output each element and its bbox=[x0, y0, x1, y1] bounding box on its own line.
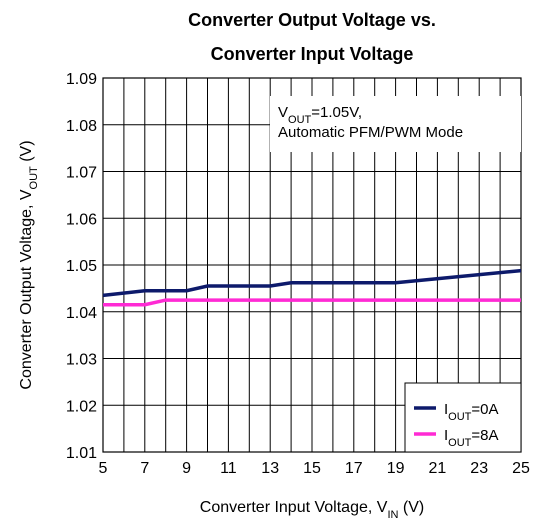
y-axis-label: Converter Output Voltage, VOUT (V) bbox=[18, 140, 40, 389]
chart-title: Converter Output Voltage vs. bbox=[188, 10, 436, 30]
annotation-part: OUT bbox=[288, 114, 312, 126]
legend-label-part: OUT bbox=[448, 437, 472, 449]
y-axis-label-part: Converter Output Voltage, V bbox=[18, 189, 35, 389]
annotation-part: Automatic PFM/PWM Mode bbox=[278, 124, 463, 141]
x-tick-label: 15 bbox=[303, 460, 321, 477]
y-tick-label: 1.03 bbox=[66, 352, 97, 369]
y-tick-label: 1.06 bbox=[66, 211, 97, 228]
legend-label-part: I bbox=[444, 401, 448, 418]
line-series bbox=[103, 298, 521, 307]
x-tick-label: 13 bbox=[261, 460, 279, 477]
x-axis-label: Converter Input Voltage, VIN (V) bbox=[200, 499, 424, 521]
x-tick-label: 7 bbox=[140, 460, 149, 477]
annotation: VOUT=1.05V, bbox=[278, 104, 362, 126]
plot-frame bbox=[102, 77, 522, 453]
x-tick-label: 25 bbox=[512, 460, 530, 477]
y-tick-label: 1.01 bbox=[66, 445, 97, 462]
y-tick-label: 1.08 bbox=[66, 118, 97, 135]
legend-label-part: =8A bbox=[471, 427, 498, 444]
x-axis-label-part: IN bbox=[387, 509, 398, 521]
y-tick-label: 1.07 bbox=[66, 165, 97, 182]
y-axis-label-part: (V) bbox=[18, 140, 35, 166]
annotation-part: =1.05V, bbox=[311, 104, 362, 121]
legend-label-part: I bbox=[444, 427, 448, 444]
x-tick-label: 5 bbox=[99, 460, 108, 477]
legend-label-part: =0A bbox=[471, 401, 498, 418]
annotation-part: V bbox=[278, 104, 288, 121]
y-tick-label: 1.09 bbox=[66, 71, 97, 88]
legend-label: IOUT=0A bbox=[444, 401, 499, 423]
annotation: Automatic PFM/PWM Mode bbox=[278, 124, 463, 141]
x-tick-label: 19 bbox=[387, 460, 405, 477]
y-tick-label: 1.05 bbox=[66, 258, 97, 275]
x-axis-label-part: (V) bbox=[398, 499, 424, 516]
x-tick-label: 17 bbox=[345, 460, 363, 477]
legend-label: IOUT=8A bbox=[444, 427, 499, 449]
x-tick-label: 21 bbox=[429, 460, 447, 477]
x-tick-label: 9 bbox=[182, 460, 191, 477]
x-axis-label-part: Converter Input Voltage, V bbox=[200, 499, 388, 516]
chart-title: Converter Input Voltage bbox=[211, 44, 414, 64]
y-tick-label: 1.04 bbox=[66, 305, 97, 322]
line-series bbox=[102, 268, 522, 298]
x-tick-label: 23 bbox=[470, 460, 488, 477]
y-tick-label: 1.02 bbox=[66, 398, 97, 415]
y-axis-label-part: OUT bbox=[28, 166, 40, 190]
annotation-box bbox=[270, 96, 521, 152]
x-tick-label: 11 bbox=[220, 460, 237, 477]
legend-label-part: OUT bbox=[448, 411, 472, 423]
legend-box bbox=[404, 382, 522, 453]
